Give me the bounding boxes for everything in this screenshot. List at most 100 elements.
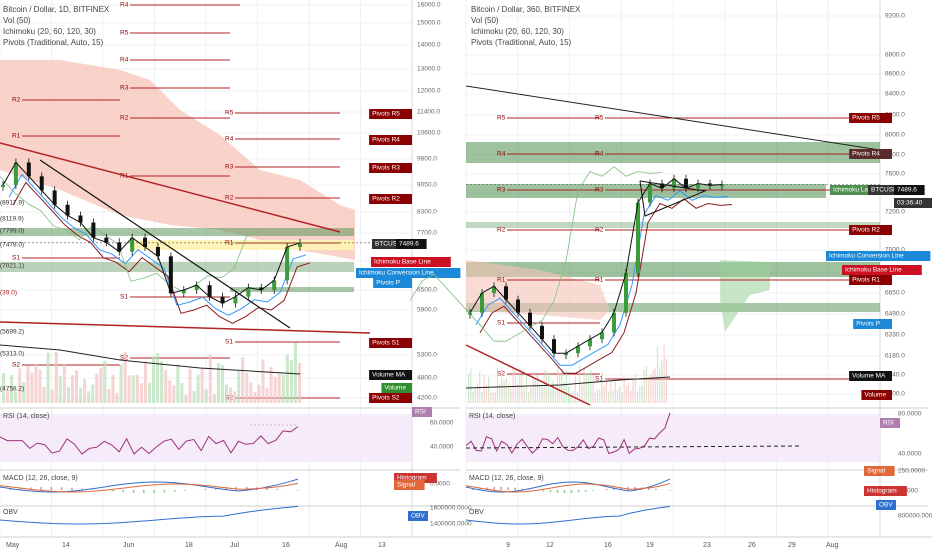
right-candle-body-13 <box>624 273 628 313</box>
left-tag-10-bg <box>369 370 412 380</box>
right-candle-body-0 <box>468 312 472 315</box>
right-macd-line <box>465 478 671 493</box>
right-tag-8-bg <box>842 265 922 275</box>
left-rsi-band <box>0 414 412 462</box>
left-signal-line <box>0 482 299 493</box>
left-tag-0: Pivots R5 <box>372 111 400 118</box>
right-candle-body-21 <box>720 184 724 187</box>
left-volume-bar-23 <box>95 373 99 403</box>
left-volume-bar-25 <box>103 360 107 403</box>
left-volume-bar-29 <box>119 364 123 403</box>
right-volume-bar-64 <box>610 378 612 403</box>
right-tag-9-bg <box>849 275 892 285</box>
left-tag-12: Pivots S2 <box>372 395 400 402</box>
left-price-line <box>2 161 301 304</box>
left-tag-3-bg <box>369 194 412 204</box>
right-rsi-axis-0: 80.0000 <box>898 411 922 418</box>
right-rsi-axis-1: 40.0000 <box>898 451 922 458</box>
left-volume-bar-8 <box>34 364 38 403</box>
left-indicator-ichimoku: Ichimoku (20, 60, 120, 30) <box>3 27 96 36</box>
right-rsi-tag-bg <box>880 418 900 428</box>
right-volume-bar-17 <box>505 377 507 403</box>
left-volume-bar-48 <box>196 374 200 403</box>
right-volume-bar-75 <box>634 373 636 403</box>
left-volume-bar-34 <box>139 383 143 403</box>
left-volume-bar-54 <box>220 365 224 403</box>
left-edge-value-3: (7478.0) <box>0 242 24 249</box>
right-volume-bar-42 <box>561 368 563 403</box>
left-black-trendline <box>39 159 291 329</box>
right-tag-2-bg <box>830 185 886 195</box>
right-tag-1-bg <box>849 149 892 159</box>
left-candle-body-11 <box>143 237 148 247</box>
left-candle-body-0 <box>1 185 5 187</box>
left-price-tick-2: 14000.0 <box>417 42 441 49</box>
left-time-tick-2: Jun <box>123 542 134 549</box>
right-price-tick-5: 8000.0 <box>885 132 905 139</box>
left-tag-9-bg <box>369 338 412 348</box>
right-volume-bar-1 <box>470 368 472 403</box>
left-volume-bar-66 <box>269 366 273 403</box>
right-pivot-label-8: R1 <box>497 277 506 284</box>
left-volume-bar-26 <box>107 388 111 403</box>
left-tag-6: Ichimoku Base Line <box>374 259 431 266</box>
right-tag-1: Pivots R4 <box>852 151 880 158</box>
right-tag-4: 7489.6 <box>897 187 917 194</box>
left-candle-body-6 <box>78 215 83 223</box>
left-volume-bar-45 <box>184 394 188 403</box>
right-volume-bar-49 <box>576 391 579 403</box>
left-volume-bar-73 <box>297 362 301 403</box>
left-price-tick-13: 5900.0 <box>417 307 437 314</box>
left-obv-tag-bg <box>408 511 428 521</box>
right-ichimoku-cloud-green <box>720 260 770 332</box>
right-indicator-pivots: Pivots (Traditional, Auto, 15) <box>471 38 572 47</box>
left-candle-body-22 <box>285 247 290 281</box>
right-triangle <box>639 180 707 217</box>
left-volume-bar-71 <box>289 359 293 403</box>
left-volume-bar-41 <box>168 380 172 403</box>
left-volume-bar-42 <box>172 385 176 403</box>
right-indicator-vol: Vol (50) <box>471 16 499 25</box>
right-macd-tag-1-bg <box>864 486 907 496</box>
right-volume-bar-53 <box>585 373 587 403</box>
right-tag-12-bg <box>861 390 892 400</box>
right-price-tick-12: 6650.0 <box>885 290 905 297</box>
right-candle-body-16 <box>660 183 664 189</box>
right-black-trendline <box>465 85 881 151</box>
left-candle-body-15 <box>194 285 199 290</box>
right-volume-bar-68 <box>619 386 621 403</box>
right-tag-2: Ichimoku Lag <box>833 187 872 194</box>
left-volume-bar-63 <box>257 384 261 403</box>
right-volume-bar-8 <box>485 385 487 403</box>
left-pivot-label-0: R4 <box>120 2 129 9</box>
right-volume-bar-39 <box>554 390 556 403</box>
left-volume-bar-11 <box>46 352 50 403</box>
right-candle-body-12 <box>612 312 616 333</box>
right-volume-bar-67 <box>616 389 619 403</box>
right-volume-bar-69 <box>621 392 623 403</box>
right-volume-bar-51 <box>581 383 583 403</box>
right-price-tick-16: 6040.0 <box>885 372 905 379</box>
right-volume-bar-6 <box>481 391 483 403</box>
right-volume-bar-50 <box>579 365 581 403</box>
left-tag-8: Pivots P <box>376 280 400 287</box>
right-candle-body-3 <box>504 286 508 300</box>
left-volume-bar-33 <box>135 374 139 403</box>
left-volume-bar-2 <box>10 375 14 403</box>
left-candle-body-5 <box>65 204 70 216</box>
left-candle-body-2 <box>26 162 31 177</box>
left-macd-tag-0: Histogram <box>397 475 427 482</box>
left-volume-bar-40 <box>164 370 168 403</box>
left-tag-3: Pivots R2 <box>372 196 400 203</box>
left-price-tick-8: 9050.0 <box>417 182 437 189</box>
right-volume-bar-25 <box>523 387 525 403</box>
left-volume-bar-17 <box>70 374 74 403</box>
left-volume-bar-9 <box>38 369 42 403</box>
right-volume-bar-72 <box>628 382 630 403</box>
right-macd-title: MACD (12, 26, close, 9) <box>469 475 544 482</box>
right-volume-bar-79 <box>643 369 645 403</box>
right-volume-bar-78 <box>641 385 643 403</box>
right-tag-10: Pivots P <box>856 321 880 328</box>
right-volume-bar-81 <box>648 376 650 403</box>
left-pivot-label-2: R4 <box>120 57 129 64</box>
